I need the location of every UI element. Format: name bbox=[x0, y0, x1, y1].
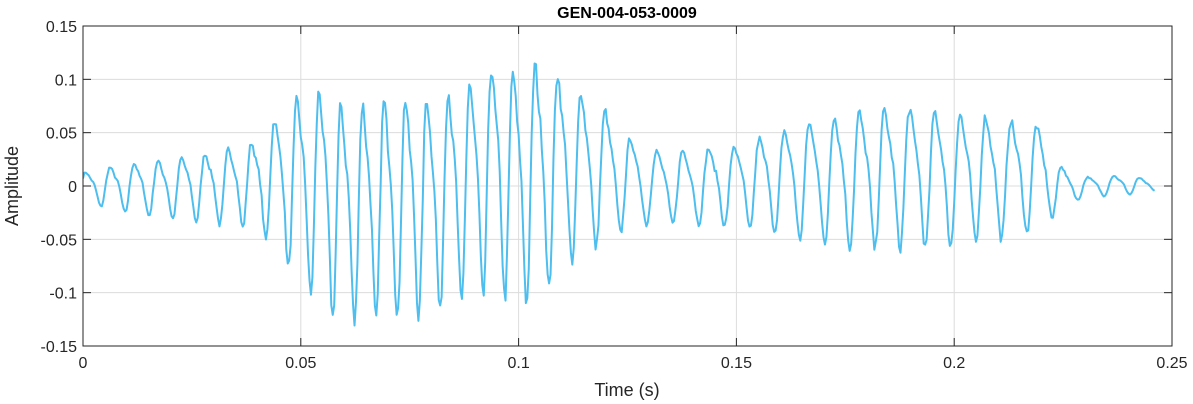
y-tick-label: -0.1 bbox=[49, 286, 77, 303]
x-axis: 0 0.05 0.1 0.15 0.2 0.25 bbox=[79, 26, 1188, 372]
x-tick-label: 0.15 bbox=[721, 355, 752, 372]
x-axis-label: Time (s) bbox=[594, 380, 659, 400]
y-axis: -0.15 -0.1 -0.05 0 0.05 0.1 0.15 bbox=[41, 19, 1172, 356]
series-line bbox=[83, 62, 1156, 327]
y-tick-label: -0.15 bbox=[41, 339, 78, 356]
y-tick-label: -0.05 bbox=[41, 232, 78, 249]
x-tick-label: 0.2 bbox=[943, 355, 965, 372]
x-tick-label: 0.05 bbox=[285, 355, 316, 372]
x-tick-label: 0 bbox=[79, 355, 88, 372]
x-tick-label: 0.1 bbox=[507, 355, 529, 372]
y-axis-label: Amplitude bbox=[2, 146, 22, 226]
y-tick-label: 0 bbox=[68, 179, 77, 196]
x-tick-label: 0.25 bbox=[1156, 355, 1187, 372]
y-tick-label: 0.1 bbox=[55, 72, 77, 89]
y-tick-label: 0.05 bbox=[46, 126, 77, 143]
chart-title: GEN-004-053-0009 bbox=[557, 5, 697, 22]
y-tick-label: 0.15 bbox=[46, 19, 77, 36]
